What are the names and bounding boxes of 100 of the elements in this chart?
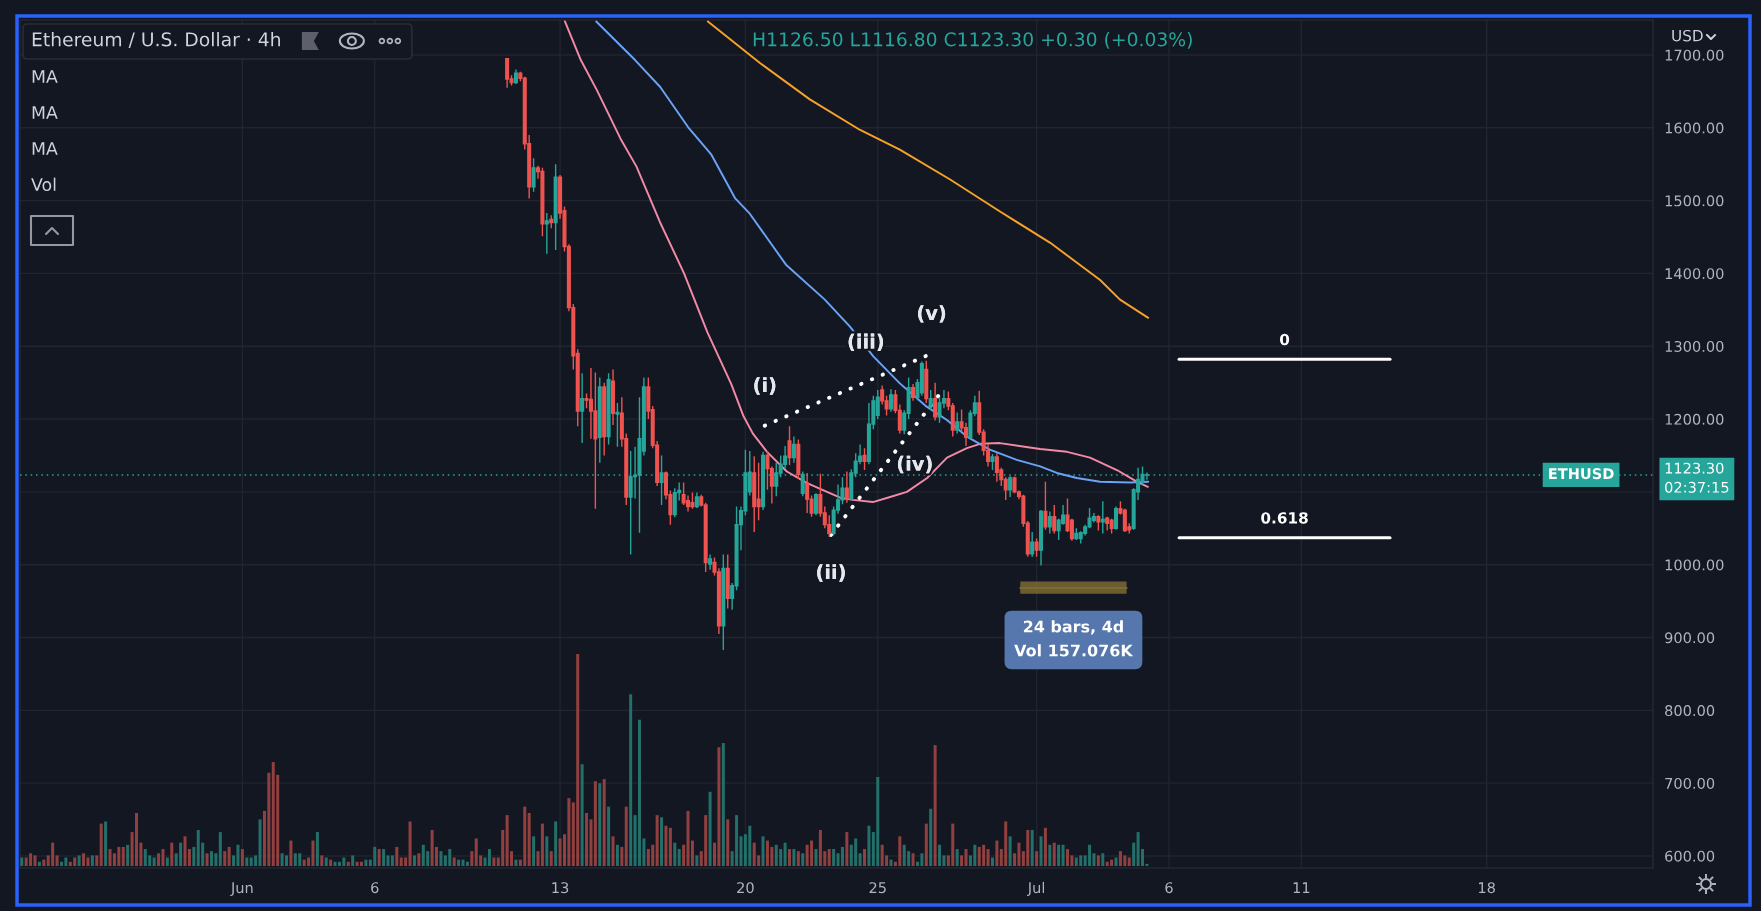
- candlestick: [610, 368, 616, 426]
- bar: [774, 844, 778, 866]
- annotation: MA: [32, 106, 58, 119]
- bar: [196, 829, 200, 866]
- bar: [68, 861, 72, 866]
- bar: [598, 783, 602, 866]
- candlestick: [796, 438, 801, 480]
- bar: [593, 781, 597, 866]
- bar: [695, 855, 699, 866]
- bar: [73, 857, 77, 866]
- candlestick: [805, 472, 810, 514]
- bar: [651, 844, 655, 866]
- bar: [686, 810, 690, 866]
- bar: [646, 849, 650, 866]
- x-tick-label: 25: [869, 882, 886, 894]
- bar: [311, 840, 315, 866]
- bar: [995, 840, 999, 866]
- candlestick: [721, 553, 726, 651]
- candlestick: [549, 214, 554, 229]
- y-tick-label: 1600.00: [1665, 122, 1724, 134]
- candlestick: [531, 157, 536, 193]
- bar: [86, 857, 90, 866]
- bar: [898, 836, 902, 866]
- bar: [90, 855, 94, 866]
- bar: [620, 846, 624, 866]
- bar: [964, 849, 968, 866]
- bar: [863, 849, 867, 866]
- candlestick: [615, 402, 620, 448]
- candlestick: [544, 212, 549, 255]
- annotation: (ii): [817, 564, 845, 582]
- bar: [492, 857, 496, 866]
- bar: [748, 825, 752, 866]
- bar: [1043, 827, 1047, 866]
- bar: [779, 849, 783, 866]
- candlestick: [1096, 514, 1101, 532]
- bar: [20, 857, 24, 866]
- bar: [474, 838, 478, 866]
- bar: [165, 857, 169, 866]
- bar: [448, 849, 452, 866]
- bar: [726, 819, 730, 866]
- bar: [289, 840, 293, 866]
- candlestick: [933, 381, 938, 422]
- bar: [465, 861, 469, 866]
- bar: [505, 815, 509, 866]
- bar: [501, 829, 505, 866]
- bar: [933, 745, 937, 866]
- candlestick: [1109, 518, 1114, 535]
- candlestick: [1030, 531, 1035, 558]
- bar: [430, 829, 434, 866]
- bar: [209, 851, 213, 866]
- bar: [986, 849, 990, 866]
- bar: [637, 719, 641, 866]
- bar: [832, 849, 836, 866]
- bar: [377, 849, 381, 866]
- y-tick-label: 800.00: [1665, 705, 1715, 717]
- bar: [351, 855, 355, 866]
- bar: [1136, 832, 1140, 866]
- bar: [585, 813, 589, 866]
- bar: [55, 855, 59, 866]
- bar: [721, 743, 725, 866]
- candlestick: [1047, 510, 1052, 535]
- candlestick: [513, 68, 518, 85]
- bar: [439, 851, 443, 866]
- x-tick-label: 6: [1165, 882, 1173, 894]
- bar: [1088, 844, 1092, 866]
- bar: [117, 846, 121, 866]
- candlestick: [1012, 475, 1017, 495]
- bar: [602, 779, 606, 866]
- x-tick-label: 18: [1478, 882, 1495, 894]
- bar: [77, 855, 81, 866]
- bar: [827, 849, 831, 866]
- candlestick: [911, 383, 916, 402]
- bar: [382, 849, 386, 866]
- bar: [792, 849, 796, 866]
- candlestick: [1100, 500, 1105, 535]
- candlestick: [505, 57, 510, 89]
- candlestick: [928, 389, 933, 412]
- bar: [990, 857, 994, 866]
- annotation: (v): [918, 305, 946, 323]
- annotation: Vol: [31, 177, 56, 192]
- bar: [157, 853, 161, 866]
- candlestick: [597, 376, 602, 464]
- bar: [761, 836, 765, 866]
- bar: [487, 849, 491, 866]
- bar: [121, 846, 125, 866]
- bar: [796, 851, 800, 866]
- bar: [624, 806, 628, 866]
- bar: [788, 849, 792, 866]
- bar: [1118, 851, 1122, 866]
- bar: [152, 857, 156, 866]
- bar: [240, 849, 244, 866]
- bar: [704, 815, 708, 866]
- bar: [580, 764, 584, 866]
- bar: [810, 840, 814, 866]
- bar: [1096, 855, 1100, 866]
- candlestick: [862, 447, 867, 471]
- bar: [29, 853, 33, 866]
- y-tick-label: 600.00: [1665, 850, 1715, 862]
- bar: [320, 855, 324, 866]
- bar: [337, 861, 341, 866]
